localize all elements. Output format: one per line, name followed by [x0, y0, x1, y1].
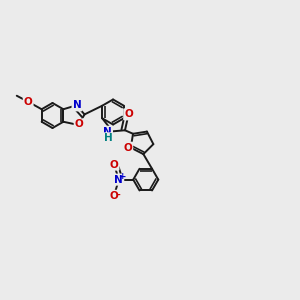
- Text: -: -: [117, 191, 121, 200]
- Text: O: O: [24, 97, 32, 107]
- Text: O: O: [75, 119, 83, 129]
- Text: N: N: [73, 100, 81, 110]
- Text: O: O: [110, 160, 118, 170]
- Text: O: O: [124, 110, 133, 119]
- Text: +: +: [119, 172, 126, 181]
- Text: H: H: [103, 134, 112, 143]
- Text: O: O: [123, 143, 132, 153]
- Text: O: O: [110, 191, 118, 201]
- Text: N: N: [103, 127, 112, 137]
- Text: N: N: [115, 175, 123, 184]
